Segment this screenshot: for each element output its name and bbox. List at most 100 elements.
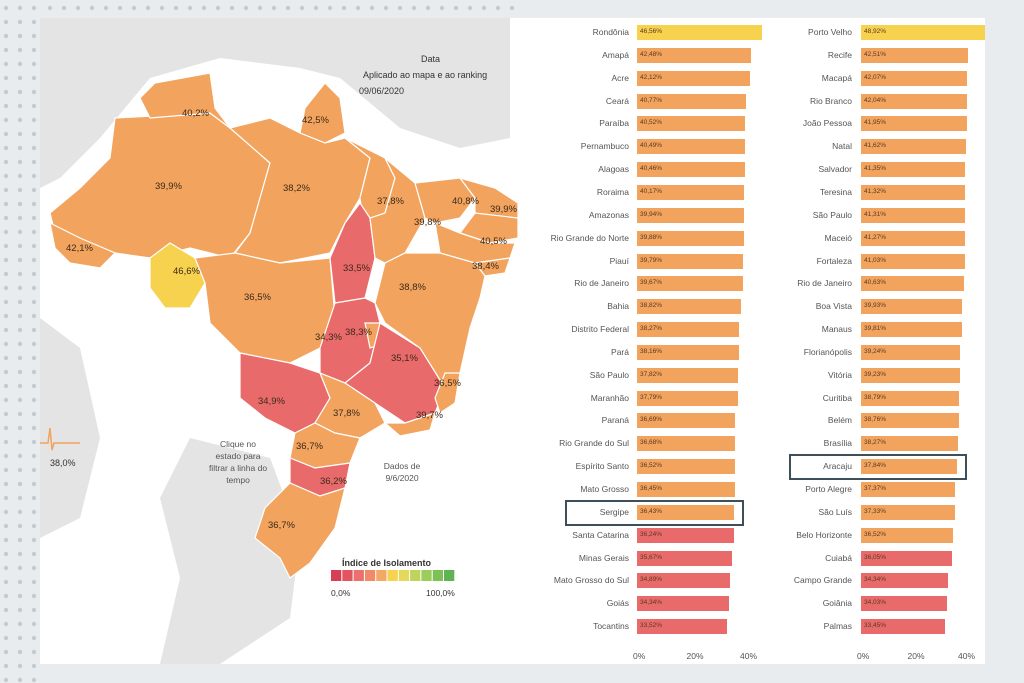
legend-swatch	[410, 570, 421, 581]
ranking-state-bar[interactable]: 40,17%	[637, 184, 745, 200]
ranking-state-bar[interactable]: 40,77%	[637, 93, 747, 109]
ranking-capital-label: Goiânia	[822, 598, 852, 609]
state-bahia[interactable]	[374, 252, 486, 389]
ranking-capital-value: 39,23%	[864, 370, 887, 378]
state-value-label: 34,9%	[258, 396, 285, 407]
ranking-state-label: Rio de Janeiro	[574, 278, 629, 289]
ranking-state-bar[interactable]: 40,46%	[637, 162, 746, 178]
ranking-capital-label: Vitória	[828, 369, 852, 380]
ranking-capital-bar[interactable]: 41,62%	[861, 139, 967, 155]
state-value-label: 36,2%	[320, 476, 347, 487]
ranking-state-bar[interactable]: 36,24%	[637, 527, 734, 543]
ranking-capital-bar[interactable]: 38,76%	[861, 413, 959, 429]
ranking-capital-bar[interactable]: 39,23%	[861, 367, 961, 383]
state-rio-grande-do-sul[interactable]	[254, 482, 346, 579]
ranking-state-bar[interactable]: 37,82%	[637, 367, 739, 383]
ranking-state-bar[interactable]: 46,56%	[637, 25, 762, 40]
ranking-capital-bar[interactable]: 41,31%	[861, 207, 966, 223]
state-value-label: 39,8%	[414, 217, 441, 228]
state-roraima[interactable]	[139, 72, 231, 129]
ranking-capital-bar[interactable]: 38,27%	[861, 436, 958, 452]
ranking-capital-bar[interactable]: 48,92%	[861, 25, 985, 40]
ranking-state-bar[interactable]: 36,45%	[637, 482, 735, 497]
state-amapa[interactable]	[299, 82, 346, 144]
ranking-state-bar[interactable]: 36,69%	[637, 413, 736, 429]
state-para[interactable]	[228, 117, 371, 264]
ranking-state-bar[interactable]: 39,79%	[637, 253, 744, 269]
ranking-capital-bar[interactable]: 41,03%	[861, 253, 965, 269]
ranking-state-value: 40,46%	[640, 165, 663, 173]
ranking-capital-value: 34,03%	[864, 599, 887, 607]
ranking-state-label: Piauí	[609, 255, 629, 266]
ranking-capital-bar[interactable]: 34,03%	[861, 596, 947, 612]
ranking-state-value: 36,43%	[640, 507, 663, 515]
ranking-capital-bar[interactable]: 42,07%	[861, 70, 968, 86]
state-tocantins[interactable]	[329, 201, 376, 304]
ranking-state-label: Espírito Santo	[575, 461, 629, 472]
state-paraiba[interactable]	[459, 212, 519, 244]
ranking-capital-bar[interactable]: 37,37%	[861, 482, 956, 497]
ranking-capital-bar[interactable]: 36,52%	[861, 527, 954, 543]
ranking-capital-value: 48,92%	[864, 28, 887, 35]
ranking-capital-bar[interactable]: 40,63%	[861, 276, 964, 292]
ranking-state-bar[interactable]: 34,89%	[637, 573, 731, 589]
ranking-state-bar[interactable]: 39,88%	[637, 230, 744, 246]
state-value-label: 37,8%	[333, 408, 360, 419]
ranking-state-bar[interactable]: 39,94%	[637, 207, 744, 223]
state-acre[interactable]	[49, 221, 117, 269]
ranking-state-bar[interactable]: 42,12%	[637, 70, 750, 86]
ranking-state-label: Amapá	[602, 49, 629, 60]
ranking-state-bar[interactable]: 36,43%	[637, 504, 735, 520]
state-rondonia[interactable]	[149, 242, 206, 309]
ranking-state-bar[interactable]: 40,49%	[637, 139, 746, 155]
neighbor-land-south	[160, 438, 300, 664]
ranking-capital-bar[interactable]: 39,93%	[861, 299, 962, 315]
ranking-state-bar[interactable]: 36,52%	[637, 459, 735, 475]
ranking-state-label: Maranhão	[590, 392, 629, 403]
ranking-capital-bar[interactable]: 39,81%	[861, 322, 962, 338]
state-value-label: 36,7%	[296, 441, 323, 452]
ranking-capital-bar[interactable]: 42,51%	[861, 47, 969, 63]
ranking-capital-bar[interactable]: 41,27%	[861, 230, 966, 246]
ranking-capital-bar[interactable]: 33,45%	[861, 619, 946, 635]
ranking-state-value: 34,89%	[640, 576, 663, 584]
header-subtitle: Aplicado ao mapa e ao ranking	[363, 70, 488, 80]
ranking-state-value: 39,67%	[640, 279, 663, 287]
ranking-capital-bar[interactable]: 41,95%	[861, 116, 967, 132]
ranking-capital-bar[interactable]: 37,84%	[861, 459, 957, 475]
ranking-state-bar[interactable]: 39,67%	[637, 276, 744, 292]
ranking-state-bar[interactable]: 38,16%	[637, 344, 740, 360]
ranking-state-value: 39,94%	[640, 210, 663, 218]
ranking-capital-value: 41,32%	[864, 187, 887, 195]
ranking-capital-label: Macapá	[821, 72, 852, 83]
ranking-state-bar[interactable]: 35,67%	[637, 550, 733, 566]
state-value-label: 42,5%	[302, 115, 329, 126]
legend-color-scale	[331, 570, 455, 581]
ranking-state-bar[interactable]: 40,52%	[637, 116, 746, 132]
state-value-label: 40,5%	[480, 236, 507, 247]
ranking-capital-bar[interactable]: 37,33%	[861, 504, 956, 520]
state-mato-grosso[interactable]	[194, 252, 336, 364]
ranking-capital-bar[interactable]: 42,04%	[861, 93, 968, 109]
state-rio-de-janeiro[interactable]	[383, 412, 436, 437]
ranking-state-bar[interactable]: 38,82%	[637, 299, 741, 315]
state-espirito-santo[interactable]	[434, 372, 461, 414]
ranking-capital-bar[interactable]: 36,05%	[861, 550, 953, 566]
ranking-state-bar[interactable]: 38,27%	[637, 322, 740, 338]
ranking-capital-bar[interactable]: 39,24%	[861, 344, 961, 360]
ranking-capital-value: 40,63%	[864, 279, 887, 287]
ranking-capital-bar[interactable]: 38,79%	[861, 390, 959, 406]
ranking-capital-label: Brasília	[823, 438, 852, 449]
ranking-capital-label: Maceió	[824, 232, 852, 243]
ranking-capital-bar[interactable]: 41,32%	[861, 184, 966, 200]
ranking-state-bar[interactable]: 37,79%	[637, 390, 739, 406]
ranking-state-bar[interactable]: 33,52%	[637, 619, 727, 635]
ranking-state-bar[interactable]: 34,34%	[637, 596, 729, 612]
state-value-label: 38,2%	[283, 183, 310, 194]
ranking-capital-value: 39,24%	[864, 347, 887, 355]
ranking-state-bar[interactable]: 36,68%	[637, 436, 736, 452]
ranking-state-bar[interactable]: 42,48%	[637, 47, 751, 63]
ranking-capital-label: Florianópolis	[803, 346, 852, 357]
ranking-capital-bar[interactable]: 34,34%	[861, 573, 948, 589]
ranking-capital-bar[interactable]: 41,35%	[861, 162, 966, 178]
